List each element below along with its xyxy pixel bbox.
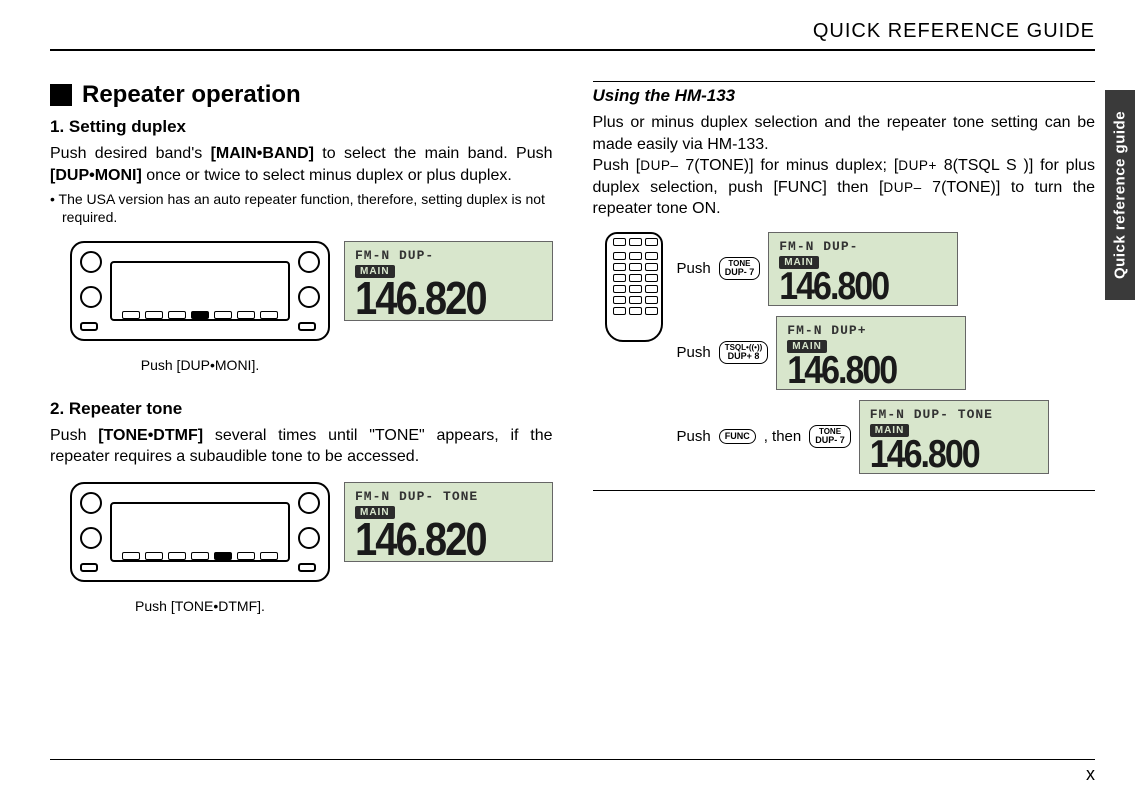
r2e: 8(TSQL — [937, 157, 1006, 174]
s1-paragraph: Push desired band's [MAIN•BAND] to selec… — [50, 143, 553, 186]
s1-bullet: • The USA version has an auto repeater f… — [50, 190, 553, 226]
row2-lcd-freq: 146.800 — [870, 435, 1038, 474]
row0-lcd: FM-N DUP- MAIN 146.800 — [768, 232, 958, 306]
s1-lcd: FM-N DUP- MAIN 146.820 — [344, 241, 553, 321]
s1-t1: Push desired band's — [50, 145, 211, 162]
radio-illustration-2: Push [TONE•DTMF]. — [70, 482, 330, 614]
s1-figure: Push [DUP•MONI]. FM-N DUP- MAIN 146.820 — [70, 241, 553, 373]
r-p1: Plus or minus duplex selection and the r… — [593, 112, 1096, 155]
r2h: DUP– — [883, 180, 921, 195]
section-head: Repeater operation — [50, 81, 553, 109]
page-content: QUICK REFERENCE GUIDE Repeater operation… — [0, 0, 1145, 644]
key-button: TONE DUP- 7 — [809, 425, 851, 448]
row2-lcd: FM-N DUP- TONE MAIN 146.800 — [859, 400, 1049, 474]
s2-lcd-freq: 146.820 — [355, 517, 542, 563]
row1-lcd: FM-N DUP+ MAIN 146.800 — [776, 316, 966, 390]
footer: x — [50, 759, 1095, 785]
hm-133-mic-icon — [603, 232, 665, 352]
r2f: S — [1006, 157, 1017, 174]
r2d: DUP+ — [898, 158, 937, 173]
hm-figure: Push TONE DUP- 7 FM-N DUP- MAIN 146.800 — [603, 232, 1096, 474]
key-l2: FUNC — [725, 432, 750, 441]
push-row: Push FUNC , then TONE DUP- 7 FM-N DUP- T… — [677, 400, 1096, 474]
s1-b1: [MAIN•BAND] — [211, 145, 314, 162]
s2-lcd-top: FM-N DUP- TONE — [355, 489, 542, 504]
key2-l2: DUP- 7 — [815, 436, 845, 445]
side-tab: Quick reference guide — [1105, 90, 1135, 300]
section-marker-icon — [50, 84, 72, 106]
r-p2: Push [DUP– 7(TONE)] for minus duplex; [D… — [593, 155, 1096, 220]
left-column: Repeater operation 1. Setting duplex Pus… — [50, 81, 553, 614]
s2-lcd: FM-N DUP- TONE MAIN 146.820 — [344, 482, 553, 562]
key-button: TSQL•((•)) DUP+ 8 — [719, 341, 769, 364]
section-title: Repeater operation — [82, 81, 301, 109]
key-l2: DUP- 7 — [725, 268, 755, 277]
push-label: Push — [677, 260, 711, 277]
right-column: Using the HM-133 Plus or minus duplex se… — [593, 81, 1096, 614]
row2-lcd-top: FM-N DUP- TONE — [870, 407, 1038, 422]
header: QUICK REFERENCE GUIDE — [50, 20, 1095, 51]
s2-t1: Push — [50, 427, 98, 444]
s1-t3: once or twice to select minus duplex or … — [142, 167, 512, 184]
push-row: Push TONE DUP- 7 FM-N DUP- MAIN 146.800 — [677, 232, 1096, 306]
key-button-func: FUNC — [719, 429, 756, 444]
s2-b1: [TONE•DTMF] — [98, 427, 203, 444]
s1-lcd-freq: 146.820 — [355, 276, 542, 322]
s2-callout: Push [TONE•DTMF]. — [70, 598, 330, 614]
s2-heading: 2. Repeater tone — [50, 399, 553, 419]
s1-t2: to select the main band. Push — [314, 145, 553, 162]
push-row: Push TSQL•((•)) DUP+ 8 FM-N DUP+ MAIN 14… — [677, 316, 1096, 390]
r2a: Push [ — [593, 157, 641, 174]
row0-lcd-top: FM-N DUP- — [779, 239, 947, 254]
header-title: QUICK REFERENCE GUIDE — [50, 20, 1095, 43]
s2-paragraph: Push [TONE•DTMF] several times until "TO… — [50, 425, 553, 468]
right-bottom-rule — [593, 490, 1096, 491]
then-label: , then — [764, 428, 802, 445]
r-heading: Using the HM-133 — [593, 81, 1096, 106]
s2-figure: Push [TONE•DTMF]. FM-N DUP- TONE MAIN 14… — [70, 482, 553, 614]
push-rows: Push TONE DUP- 7 FM-N DUP- MAIN 146.800 — [677, 232, 1096, 474]
r2b: DUP– — [640, 158, 678, 173]
row1-lcd-freq: 146.800 — [787, 351, 955, 390]
key-button: TONE DUP- 7 — [719, 257, 761, 280]
s1-b2: [DUP•MONI] — [50, 167, 142, 184]
s1-callout: Push [DUP•MONI]. — [70, 357, 330, 373]
row1-lcd-top: FM-N DUP+ — [787, 323, 955, 338]
s1-heading: 1. Setting duplex — [50, 117, 553, 137]
r2c: 7(TONE)] for minus duplex; [ — [679, 157, 899, 174]
page-number: x — [1086, 764, 1095, 784]
radio-illustration-1: Push [DUP•MONI]. — [70, 241, 330, 373]
push-label: Push — [677, 344, 711, 361]
s1-lcd-top: FM-N DUP- — [355, 248, 542, 263]
key-l2: DUP+ 8 — [725, 352, 763, 361]
row0-lcd-freq: 146.800 — [779, 267, 947, 306]
push-label: Push — [677, 428, 711, 445]
